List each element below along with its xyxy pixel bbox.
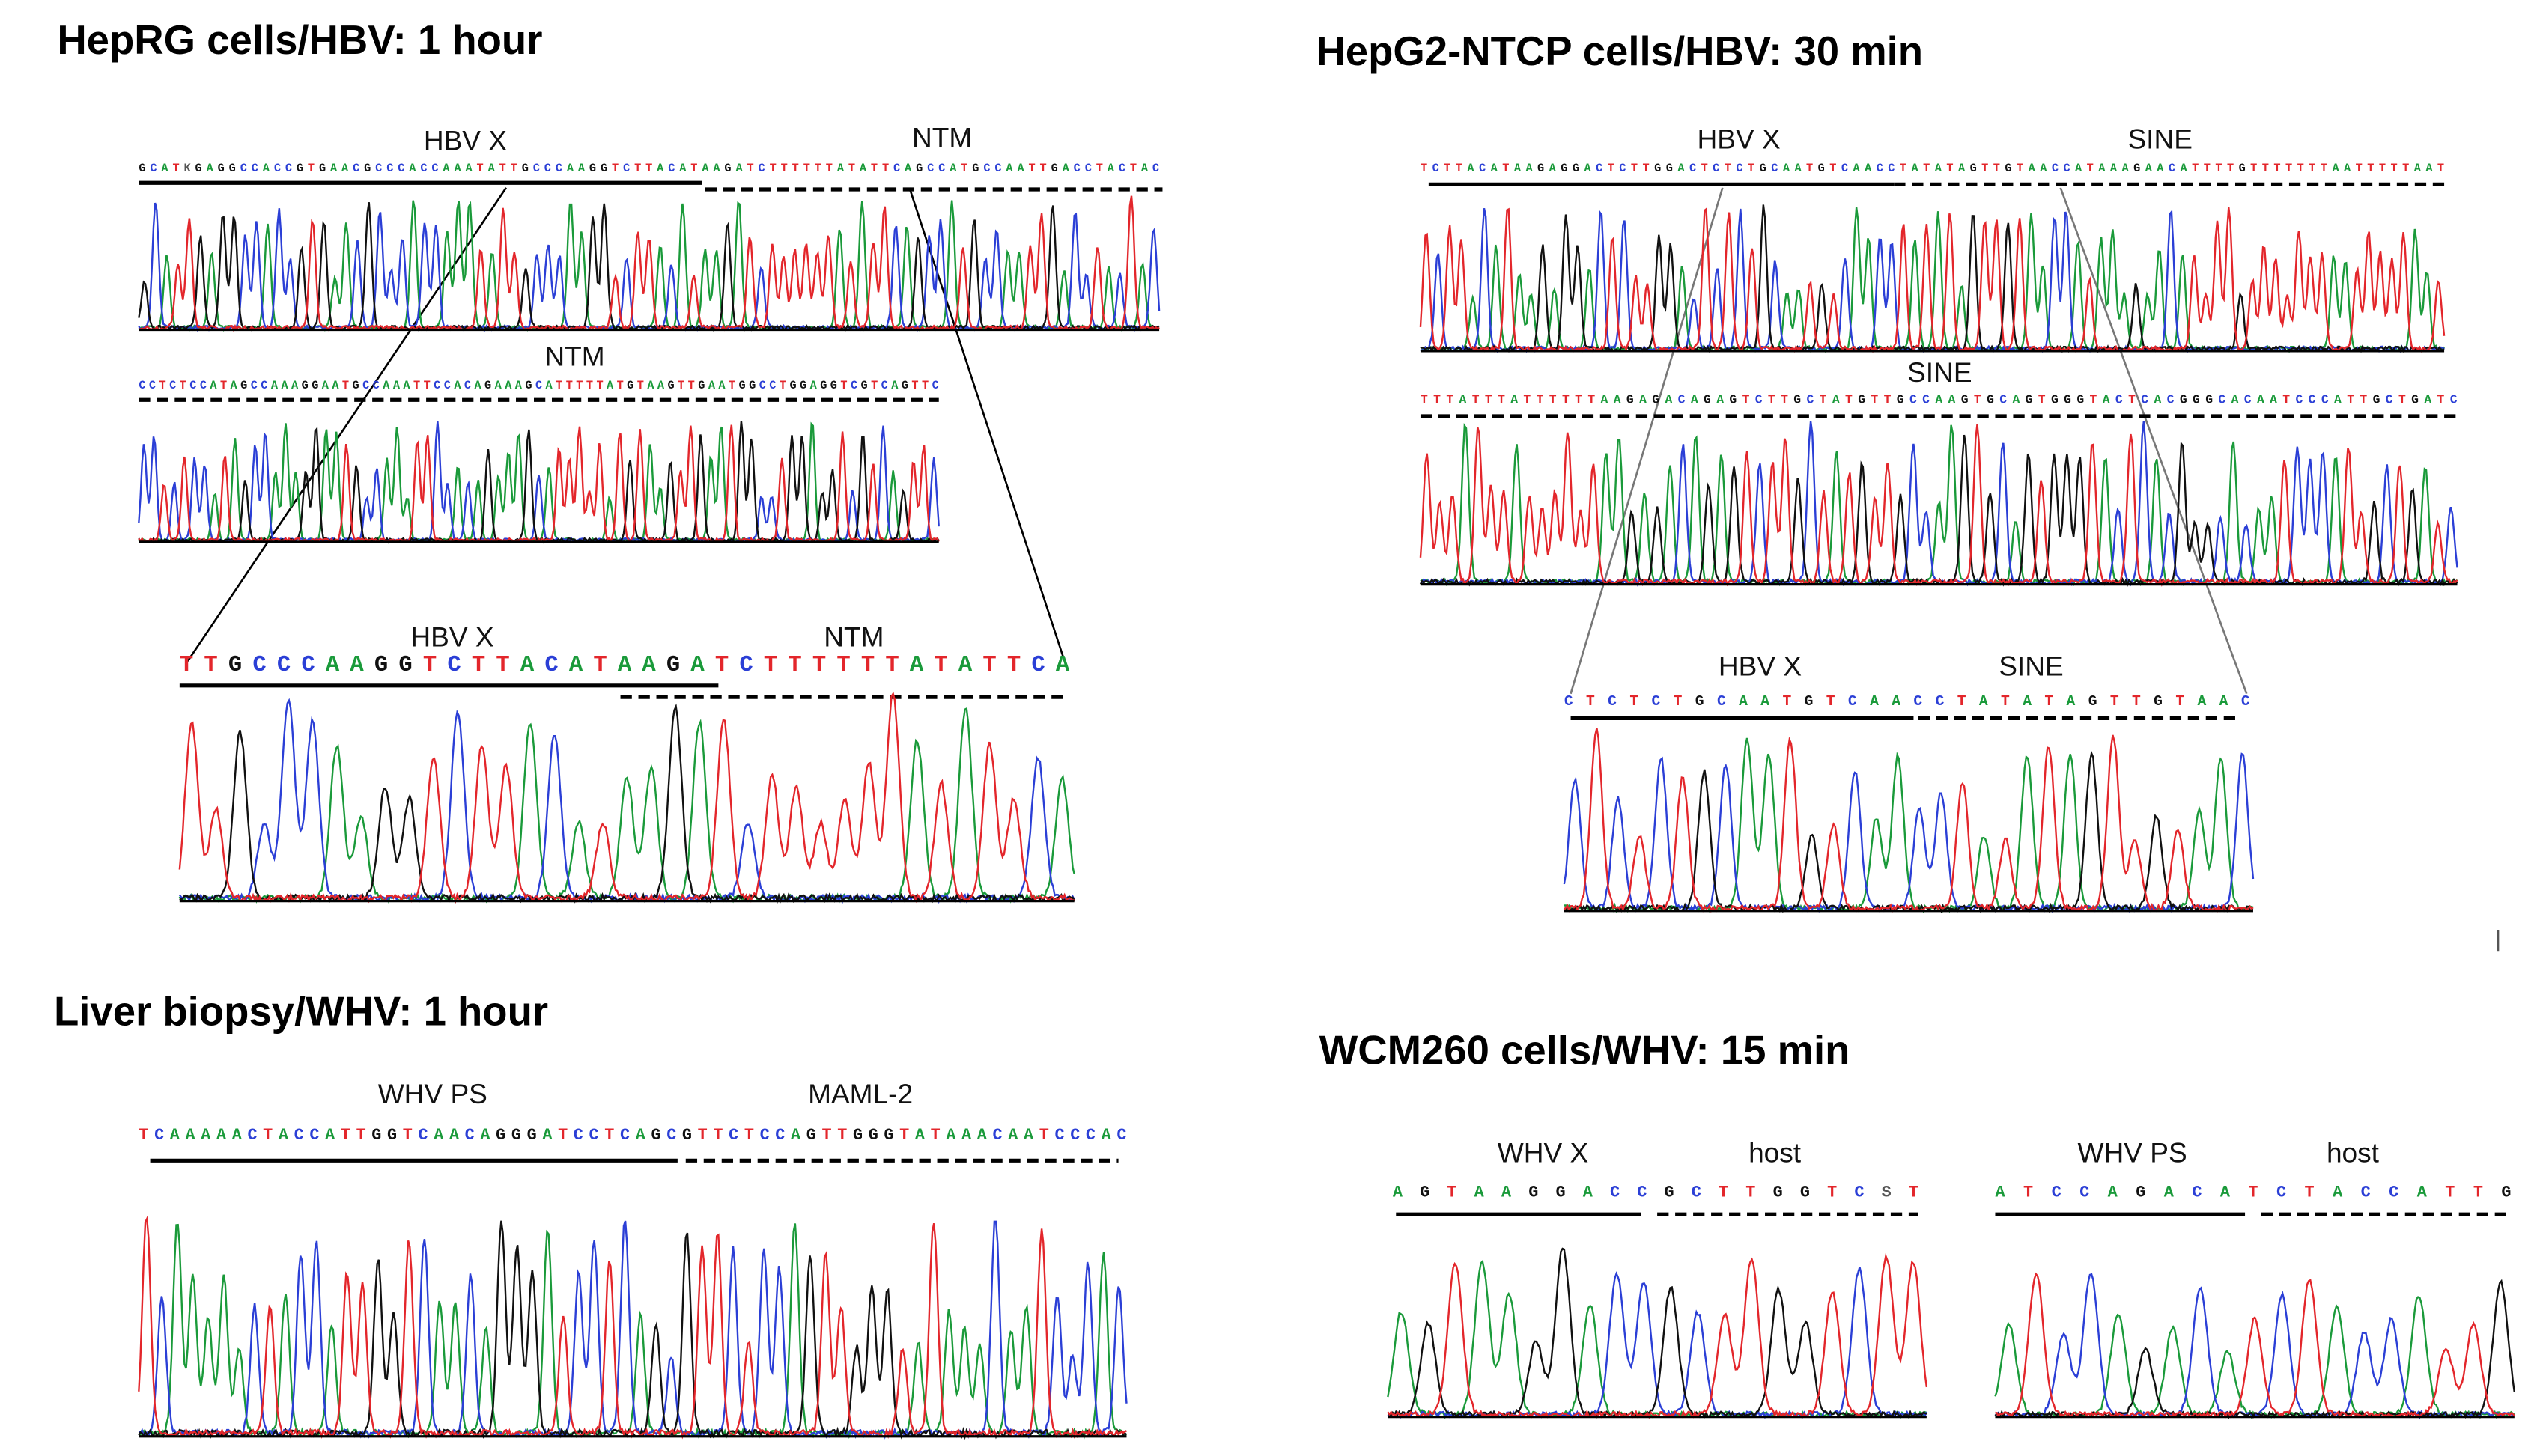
segment-label: WHV PS [378,1078,487,1109]
zoom-line [1570,187,1724,695]
chromatogram-trace [1419,424,2458,587]
segment-label: SINE [2127,123,2192,154]
panel-title: Liver biopsy/WHV: 1 hour [54,988,548,1034]
segment-label: NTM [544,340,604,371]
chromatogram-trace [1995,1272,2515,1419]
chromatogram-trace [178,698,1075,904]
chromatogram-trace [1563,752,2255,913]
panel-title: WCM260 cells/WHV: 15 min [1319,1028,1850,1073]
segment-label: HBV X [424,125,507,156]
segment-label: host [2327,1136,2380,1168]
segment-label: host [1748,1136,1802,1168]
chromatogram-trace [1994,1273,2515,1420]
segment-label: SINE [1999,651,2063,682]
segment-label: HBV X [410,621,493,652]
segment-label: HBV X [1719,651,1802,682]
segment-label: NTM [824,621,884,652]
chromatogram-trace [179,703,1075,904]
chromatogram-trace [138,1215,1128,1440]
zoom-line [186,187,508,662]
segment-label: WHV X [1498,1136,1588,1168]
chromatogram-trace [1994,1279,2516,1420]
zoom-line [908,187,1066,662]
chromatogram-trace [178,691,1075,904]
chromatogram-trace [1563,728,2254,913]
chromatogram-trace [1994,1296,2515,1419]
chromatogram-trace [138,1220,1128,1440]
segment-label: SINE [1907,356,1972,388]
segment-label: HBV X [1698,123,1781,154]
segment-label: MAML-2 [808,1078,913,1109]
zoom-line [2059,187,2248,695]
chromatogram-trace [1420,204,2445,353]
chromatogram-trace [138,202,1160,332]
chromatogram-trace [138,424,940,544]
panel-title: HepRG cells/HBV: 1 hour [57,17,542,63]
segment-label: WHV PS [2078,1136,2187,1168]
segment-label: NTM [912,121,972,153]
chromatogram-trace [178,707,1075,904]
chromatogram-trace [138,195,1160,332]
panel-title: HepG2-NTCP cells/HBV: 30 min [1316,28,1923,74]
